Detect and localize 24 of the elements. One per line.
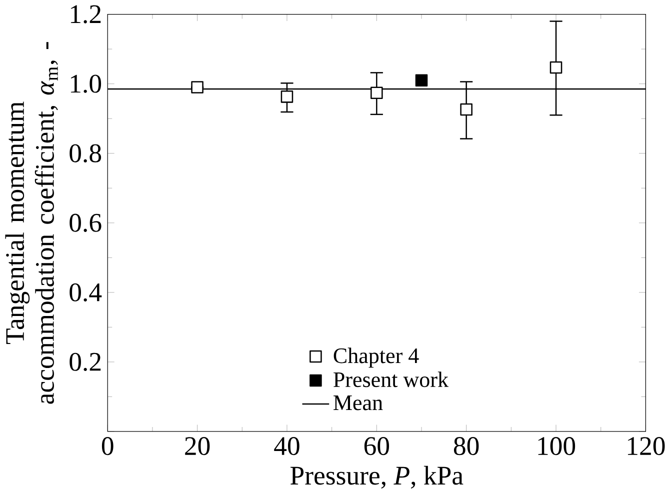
y-tick-label: 0.6	[70, 214, 102, 232]
x-tick-label: 0	[102, 437, 114, 456]
y-tick-label: 0.4	[70, 283, 102, 302]
point	[415, 74, 428, 87]
y-axis-title: Tangential momentum accommodation coefficient, α$_{m}$, -	[5, 42, 58, 404]
x-tick-label: 100	[538, 437, 576, 456]
point	[191, 81, 204, 94]
legend-label: Chapter 4	[334, 348, 419, 368]
legend-label: Present work	[334, 372, 449, 388]
point	[550, 61, 562, 74]
x-tick-label: 60	[364, 437, 390, 456]
point	[280, 90, 294, 103]
x-tick-label: 40	[274, 437, 300, 456]
point	[370, 86, 383, 100]
y-tick-label: 1.0	[70, 74, 102, 93]
point	[460, 104, 472, 116]
y-tick-label: 1.2	[70, 5, 101, 24]
x-tick-label: 120	[628, 437, 665, 456]
legend-label: Mean	[334, 396, 383, 410]
y-tick-label: 0.2	[70, 352, 101, 372]
x-tick-label: 20	[185, 437, 210, 456]
x-axis-title: Pressure, P, kPa	[290, 466, 464, 489]
x-tick-label: 80	[454, 437, 479, 456]
y-tick-label: 0.8	[70, 144, 102, 163]
